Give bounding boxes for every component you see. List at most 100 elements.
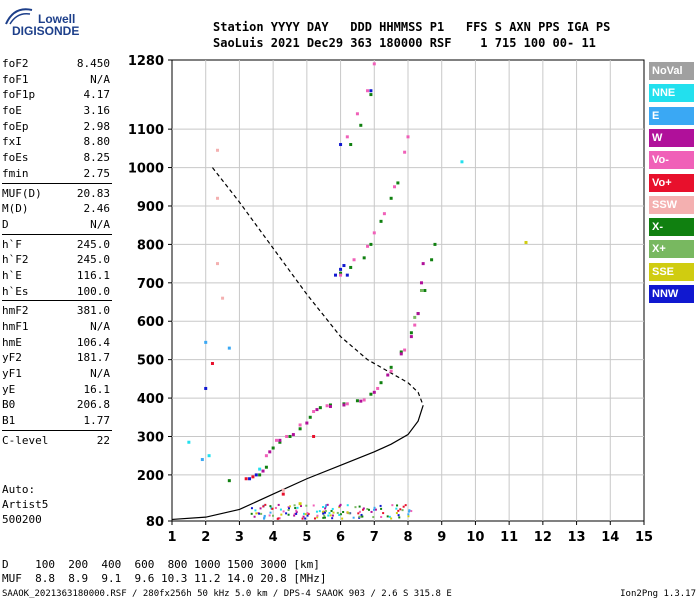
es-echo-mark — [287, 509, 290, 512]
param-value: 2.46 — [83, 202, 111, 216]
param-value: N/A — [90, 72, 110, 86]
es-echo-mark — [323, 514, 326, 517]
es-echo-mark — [287, 506, 290, 509]
echo-point — [298, 423, 302, 427]
param-value: 206.8 — [76, 398, 110, 412]
echo-point — [291, 433, 295, 437]
echo-point — [207, 454, 211, 458]
es-echo-mark — [330, 509, 333, 512]
echo-point — [275, 438, 279, 442]
param-name: hmE — [2, 335, 22, 349]
header-labels: Station YYYY DAY DDD HHMMSS P1 FFS S AXN… — [213, 20, 611, 34]
es-echo-mark — [352, 516, 355, 519]
echo-point — [345, 273, 349, 277]
echo-point — [298, 427, 302, 431]
es-echo-mark — [329, 514, 332, 517]
legend-item: SSE — [649, 262, 694, 281]
es-echo-mark — [288, 505, 291, 508]
echo-point — [328, 405, 332, 409]
es-echo-mark — [388, 515, 391, 518]
param-row: B0 206.8 — [2, 397, 110, 413]
param-row: hmF2 381.0 — [2, 303, 110, 319]
echo-point — [248, 477, 252, 481]
es-echo-mark — [401, 509, 404, 512]
param-value: 381.0 — [76, 304, 110, 318]
es-echo-mark — [322, 516, 325, 519]
es-echo-mark — [295, 512, 298, 515]
es-echo-mark — [313, 517, 316, 520]
echo-point — [345, 135, 349, 139]
es-echo-mark — [331, 507, 334, 510]
param-name: h`F — [2, 237, 22, 251]
echo-point — [339, 267, 343, 271]
echo-point — [369, 89, 373, 93]
es-echo-mark — [269, 511, 272, 514]
echo-point — [278, 438, 282, 442]
echo-point — [372, 231, 376, 235]
echo-point — [204, 386, 208, 390]
es-echo-mark — [269, 505, 272, 508]
echo-point — [216, 148, 220, 152]
es-echo-mark — [278, 517, 281, 520]
echo-point — [419, 281, 423, 285]
y-tick-label: 400 — [137, 392, 164, 407]
echo-point — [268, 450, 272, 454]
y-tick-label: 1100 — [128, 123, 164, 138]
es-echo-mark — [373, 508, 376, 511]
x-tick-label: 15 — [635, 530, 653, 545]
echo-point — [204, 340, 208, 344]
es-echo-mark — [323, 516, 326, 519]
es-echo-mark — [254, 509, 257, 512]
param-row: foF1 N/A — [2, 72, 110, 88]
echo-point — [312, 410, 316, 414]
es-echo-mark — [357, 512, 360, 515]
param-name: h`Es — [2, 284, 29, 298]
echo-point — [349, 265, 353, 269]
echo-point — [399, 352, 403, 356]
es-echo-mark — [380, 515, 383, 518]
es-echo-mark — [367, 508, 370, 511]
echo-point — [187, 440, 191, 444]
echo-point — [376, 386, 380, 390]
es-echo-mark — [280, 513, 283, 516]
echo-point — [379, 381, 383, 385]
echo-point — [264, 465, 268, 469]
echo-point — [216, 196, 220, 200]
param-name: foEs — [2, 151, 29, 165]
es-echo-mark — [253, 515, 256, 518]
es-echo-mark — [404, 504, 407, 507]
x-tick-label: 7 — [370, 530, 379, 545]
param-separator — [2, 233, 112, 235]
param-value: N/A — [90, 320, 110, 333]
es-echo-mark — [331, 514, 334, 517]
param-row: h`F 245.0 — [2, 237, 110, 253]
es-echo-mark — [407, 513, 410, 516]
es-echo-mark — [250, 507, 253, 510]
param-value: 22 — [96, 433, 110, 447]
echo-point — [406, 135, 410, 139]
echo-point — [416, 312, 420, 316]
param-row: D N/A — [2, 217, 110, 233]
es-echo-mark — [293, 504, 296, 507]
echo-point — [305, 421, 309, 425]
param-name: D — [2, 217, 9, 231]
y-tick-label: 80 — [146, 515, 164, 530]
es-echo-mark — [312, 504, 315, 507]
param-name: C-level — [2, 433, 49, 447]
es-echo-mark — [293, 514, 296, 517]
param-name: h`F2 — [2, 253, 29, 267]
es-echo-mark — [370, 510, 373, 513]
x-tick-label: 9 — [437, 530, 446, 545]
echo-point — [389, 196, 393, 200]
es-echo-mark — [277, 503, 280, 506]
param-value: 20.83 — [76, 186, 110, 200]
es-echo-mark — [295, 509, 298, 512]
es-echo-mark — [342, 511, 345, 514]
es-echo-mark — [315, 510, 318, 513]
legend-item: X+ — [649, 240, 694, 259]
es-echo-mark — [380, 507, 383, 510]
es-echo-mark — [354, 506, 357, 509]
echo-point — [200, 458, 204, 462]
param-row: M(D) 2.46 — [2, 201, 110, 217]
es-echo-mark — [336, 511, 339, 514]
